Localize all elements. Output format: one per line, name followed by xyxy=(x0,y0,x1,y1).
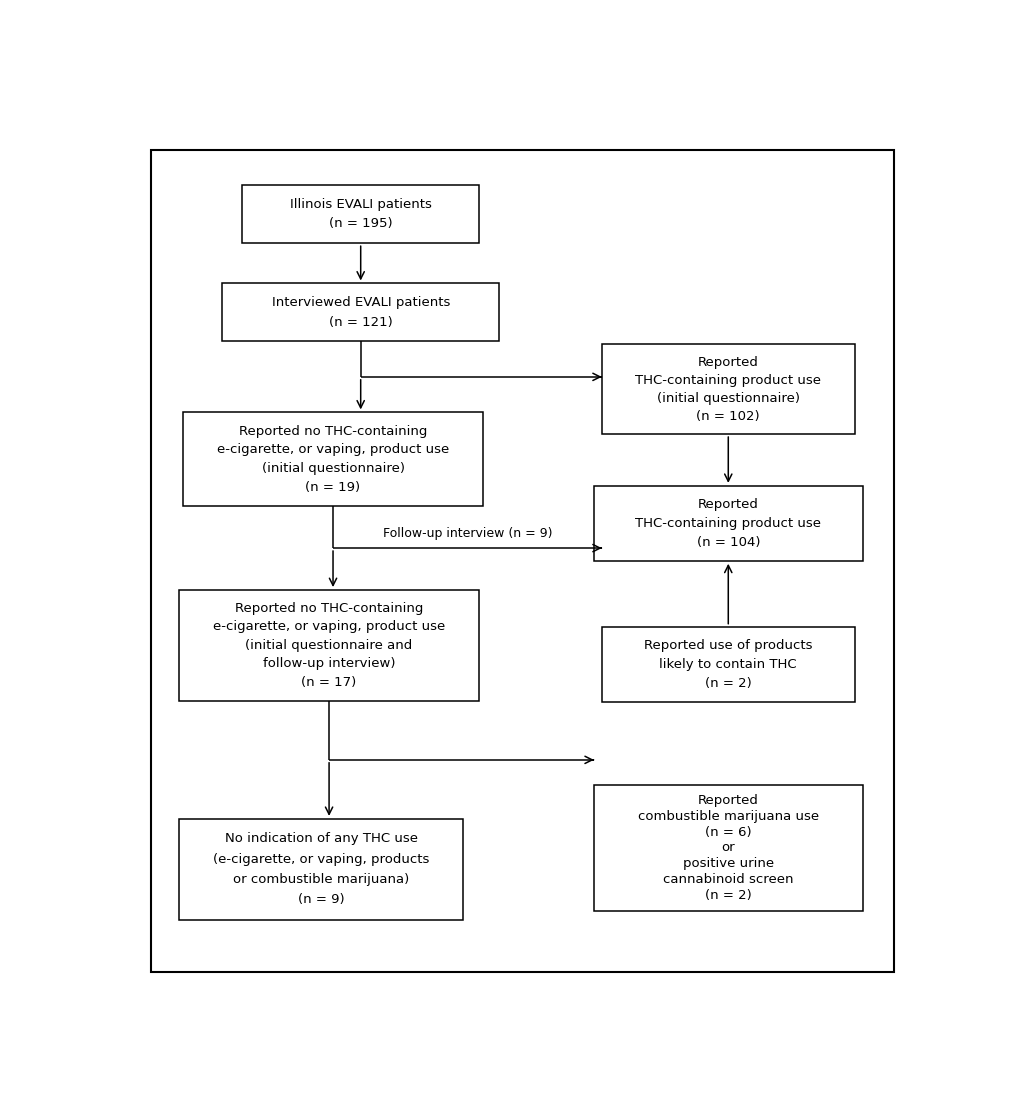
Text: (n = 2): (n = 2) xyxy=(704,888,751,902)
Text: (n = 195): (n = 195) xyxy=(328,217,392,231)
Text: (n = 104): (n = 104) xyxy=(696,536,759,549)
Bar xyxy=(178,818,463,919)
Text: Reported: Reported xyxy=(697,498,758,511)
Text: THC-containing product use: THC-containing product use xyxy=(635,517,820,530)
Text: or combustible marijuana): or combustible marijuana) xyxy=(232,873,409,886)
Text: (n = 2): (n = 2) xyxy=(704,676,751,690)
Text: cannabinoid screen: cannabinoid screen xyxy=(662,873,793,886)
Bar xyxy=(601,627,854,702)
Text: Illinois EVALI patients: Illinois EVALI patients xyxy=(289,199,431,211)
Bar xyxy=(178,590,479,701)
Text: (n = 9): (n = 9) xyxy=(298,893,344,906)
Text: Reported use of products: Reported use of products xyxy=(643,639,812,652)
Text: Interviewed EVALI patients: Interviewed EVALI patients xyxy=(271,296,449,309)
Bar xyxy=(242,185,479,243)
Text: e-cigarette, or vaping, product use: e-cigarette, or vaping, product use xyxy=(213,620,444,633)
Text: combustible marijuana use: combustible marijuana use xyxy=(637,810,818,823)
Bar xyxy=(593,785,862,910)
Text: or: or xyxy=(720,842,735,854)
Text: (n = 6): (n = 6) xyxy=(704,825,751,838)
Text: follow-up interview): follow-up interview) xyxy=(263,658,395,671)
Text: Reported: Reported xyxy=(697,356,758,369)
Text: No indication of any THC use: No indication of any THC use xyxy=(224,833,417,845)
Text: (n = 121): (n = 121) xyxy=(328,316,392,328)
Text: Reported no THC-containing: Reported no THC-containing xyxy=(238,425,427,438)
Bar xyxy=(182,413,483,506)
Text: (e-cigarette, or vaping, products: (e-cigarette, or vaping, products xyxy=(213,853,429,866)
Text: e-cigarette, or vaping, product use: e-cigarette, or vaping, product use xyxy=(217,444,448,457)
Text: (initial questionnaire): (initial questionnaire) xyxy=(261,462,405,475)
Text: (n = 102): (n = 102) xyxy=(696,409,759,423)
Text: positive urine: positive urine xyxy=(682,857,773,871)
Text: (n = 17): (n = 17) xyxy=(302,676,357,689)
Text: Reported: Reported xyxy=(697,794,758,807)
Text: Follow-up interview (n = 9): Follow-up interview (n = 9) xyxy=(382,528,551,540)
Bar xyxy=(601,345,854,434)
Bar xyxy=(222,284,498,342)
Text: (initial questionnaire): (initial questionnaire) xyxy=(656,391,799,405)
Text: (initial questionnaire and: (initial questionnaire and xyxy=(246,639,413,652)
Text: Reported no THC-containing: Reported no THC-containing xyxy=(234,602,423,614)
Text: (n = 19): (n = 19) xyxy=(305,481,361,494)
Text: THC-containing product use: THC-containing product use xyxy=(635,374,820,387)
Text: likely to contain THC: likely to contain THC xyxy=(659,658,796,671)
Bar xyxy=(593,486,862,561)
